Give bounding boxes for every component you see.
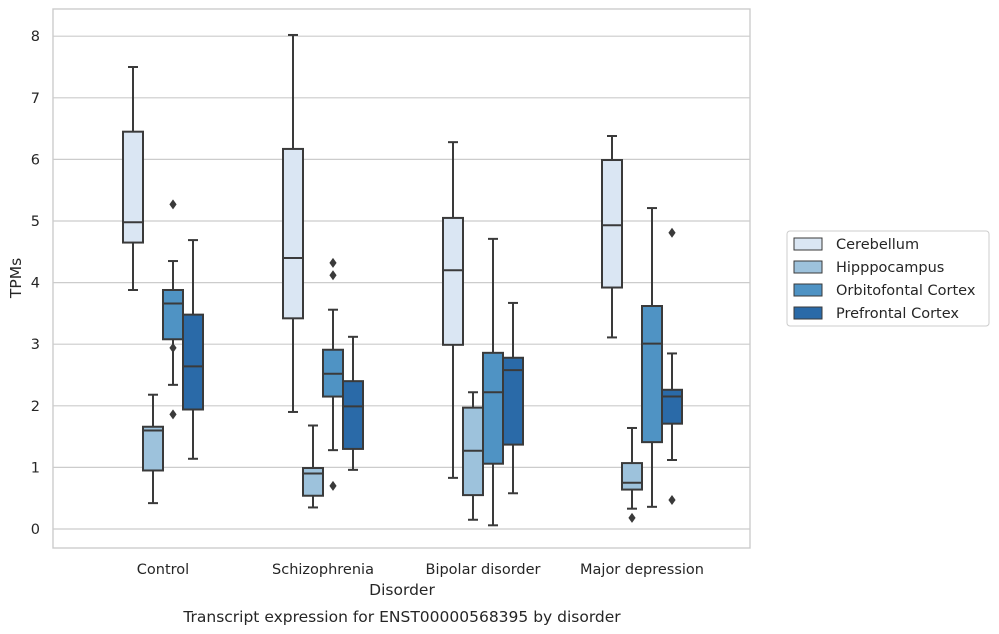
box-iqr — [142, 425, 164, 472]
outlier-point — [169, 342, 177, 353]
y-tick-label: 0 — [31, 522, 40, 538]
x-tick-label: Schizophrenia — [272, 562, 374, 578]
box-element — [442, 141, 464, 479]
box-element — [641, 207, 663, 508]
box-element — [142, 393, 164, 505]
y-tick-label: 8 — [31, 29, 40, 45]
box-iqr — [162, 288, 184, 341]
outlier-point — [329, 480, 337, 491]
box-element — [302, 424, 324, 509]
outlier-point — [668, 495, 676, 506]
box-element — [621, 426, 643, 523]
x-tick-label: Bipolar disorder — [426, 562, 541, 578]
plot-frame — [52, 8, 751, 549]
series-cerebellum — [122, 33, 623, 479]
box-element — [322, 257, 344, 491]
y-axis-ticks: 0 1 2 3 4 5 6 7 8 — [31, 29, 40, 538]
y-axis-title: TPMs — [7, 258, 25, 299]
x-tick-label: Control — [137, 562, 189, 578]
box-element — [342, 335, 364, 471]
outlier-point — [668, 227, 676, 238]
box-series — [122, 33, 683, 527]
outlier-point — [329, 270, 337, 281]
box-element — [661, 227, 683, 506]
box-iqr — [302, 467, 324, 497]
legend-label: Hipppocampus — [836, 260, 944, 276]
series-hipppocampus — [142, 391, 643, 523]
y-tick-label: 3 — [31, 337, 40, 353]
box-iqr — [661, 388, 683, 425]
box-iqr — [442, 216, 464, 346]
y-tick-label: 6 — [31, 152, 40, 168]
legend-label: Orbitofontal Cortex — [836, 283, 976, 299]
outlier-point — [169, 409, 177, 420]
box-element — [162, 199, 184, 420]
box-element — [502, 301, 524, 495]
box-iqr — [182, 313, 204, 411]
outlier-point — [628, 512, 636, 523]
x-tick-label: Major depression — [580, 562, 704, 578]
box-iqr — [482, 351, 504, 465]
legend-swatch — [793, 237, 823, 251]
x-axis-title: Disorder — [369, 581, 435, 599]
box-iqr — [621, 462, 643, 491]
legend-swatch — [793, 306, 823, 320]
box-element — [182, 239, 204, 460]
series-prefrontal-cortex — [182, 227, 683, 506]
box-iqr — [122, 130, 144, 244]
box-element — [482, 237, 504, 527]
chart-caption: Transcript expression for ENST0000056839… — [182, 608, 621, 626]
box-iqr — [282, 147, 304, 320]
box-iqr — [502, 356, 524, 446]
y-tick-label: 1 — [31, 460, 40, 476]
legend-frame — [786, 230, 990, 327]
series-orbitofontal-cortex — [162, 199, 663, 527]
box-element — [122, 66, 144, 291]
box-element — [601, 134, 623, 339]
outlier-point — [169, 199, 177, 210]
x-axis-ticks: Control Schizophrenia Bipolar disorder Majo… — [137, 562, 704, 578]
box-iqr — [601, 159, 623, 289]
legend-label: Cerebellum — [836, 237, 919, 253]
outlier-point — [329, 257, 337, 268]
legend-swatch — [793, 260, 823, 274]
y-tick-label: 4 — [31, 276, 40, 292]
box-iqr — [641, 305, 663, 444]
y-tick-label: 7 — [31, 91, 40, 107]
legend-label: Prefrontal Cortex — [836, 306, 959, 322]
box-element — [462, 391, 484, 521]
y-tick-label: 5 — [31, 214, 40, 230]
box-iqr — [342, 380, 364, 450]
box-element — [282, 33, 304, 413]
legend-swatch — [793, 283, 823, 297]
gridlines — [53, 35, 750, 530]
legend: Cerebellum Hipppocampus Orbitofontal Corte… — [786, 230, 990, 327]
y-tick-label: 2 — [31, 399, 40, 415]
